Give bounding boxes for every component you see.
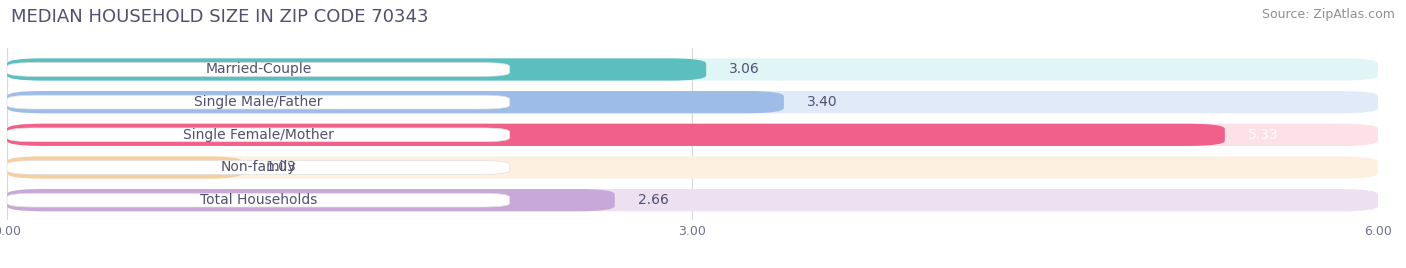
Text: 3.06: 3.06 <box>728 62 759 76</box>
FancyBboxPatch shape <box>7 124 1225 146</box>
Text: MEDIAN HOUSEHOLD SIZE IN ZIP CODE 70343: MEDIAN HOUSEHOLD SIZE IN ZIP CODE 70343 <box>11 8 429 26</box>
Text: 5.33: 5.33 <box>1247 128 1278 142</box>
FancyBboxPatch shape <box>7 91 1378 113</box>
Text: 3.40: 3.40 <box>807 95 838 109</box>
FancyBboxPatch shape <box>7 157 242 178</box>
FancyBboxPatch shape <box>7 161 509 174</box>
Text: Married-Couple: Married-Couple <box>205 62 312 76</box>
FancyBboxPatch shape <box>7 63 509 76</box>
Text: Source: ZipAtlas.com: Source: ZipAtlas.com <box>1261 8 1395 21</box>
FancyBboxPatch shape <box>7 157 1378 178</box>
FancyBboxPatch shape <box>7 193 509 207</box>
FancyBboxPatch shape <box>7 189 614 211</box>
Text: 1.03: 1.03 <box>266 161 295 174</box>
Text: Single Female/Mother: Single Female/Mother <box>183 128 333 142</box>
Text: Single Male/Father: Single Male/Father <box>194 95 322 109</box>
Text: Non-family: Non-family <box>221 161 297 174</box>
FancyBboxPatch shape <box>7 189 1378 211</box>
FancyBboxPatch shape <box>7 128 509 142</box>
Text: 2.66: 2.66 <box>638 193 668 207</box>
FancyBboxPatch shape <box>7 95 509 109</box>
FancyBboxPatch shape <box>7 58 1378 81</box>
FancyBboxPatch shape <box>7 91 783 113</box>
FancyBboxPatch shape <box>7 58 706 81</box>
FancyBboxPatch shape <box>7 124 1378 146</box>
Text: Total Households: Total Households <box>200 193 316 207</box>
